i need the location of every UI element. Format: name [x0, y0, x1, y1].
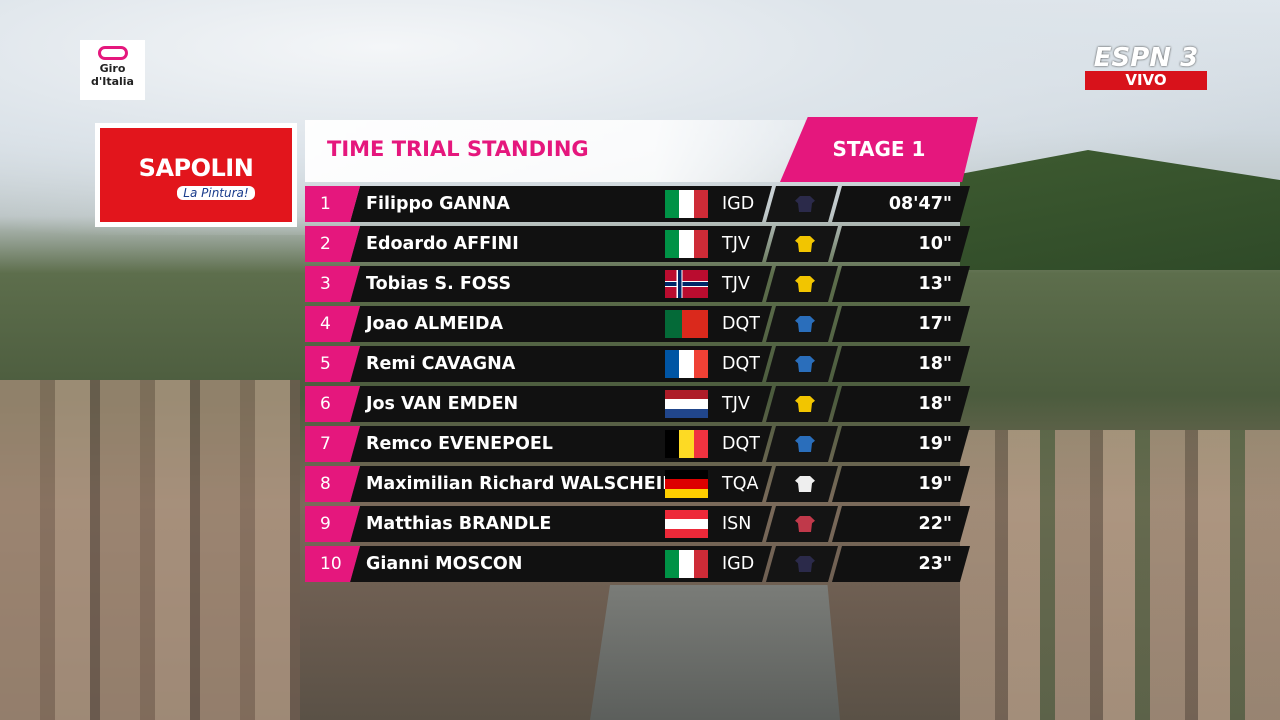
- sponsor-logo: SAPOLIN La Pintura!: [95, 123, 297, 227]
- team-code: IGD: [722, 554, 755, 574]
- flag: [665, 390, 708, 418]
- standing-row: 4 Joao ALMEIDA DQT 17": [305, 306, 970, 342]
- flag: [665, 470, 708, 498]
- flag: [665, 550, 708, 578]
- standing-row: 3 Tobias S. FOSS TJV 13": [305, 266, 970, 302]
- time-gap: 17": [918, 314, 952, 334]
- time-gap: 10": [918, 234, 952, 254]
- time-gap: 22": [918, 514, 952, 534]
- team-code: DQT: [722, 314, 760, 334]
- rank: 7: [305, 426, 360, 462]
- rider-name: Matthias BRANDLE: [366, 514, 552, 534]
- rank: 3: [305, 266, 360, 302]
- time-cell: [832, 466, 970, 502]
- jersey-icon: [795, 476, 815, 492]
- jersey-icon: [795, 236, 815, 252]
- sponsor-tagline: La Pintura!: [177, 186, 255, 200]
- flag: [665, 350, 708, 378]
- rider-name: Gianni MOSCON: [366, 554, 523, 574]
- giro-logo: Giro d'Italia: [80, 40, 145, 100]
- rank: 2: [305, 226, 360, 262]
- standing-row: 9 Matthias BRANDLE ISN 22": [305, 506, 970, 542]
- channel-logo: ESPN 3 VIVO: [1085, 45, 1207, 90]
- title: TIME TRIAL STANDING: [327, 137, 589, 161]
- logo-text: Giro d'Italia: [91, 62, 134, 88]
- time-cell: [832, 186, 970, 222]
- jersey-icon: [795, 196, 815, 212]
- rank: 9: [305, 506, 360, 542]
- time-gap: 19": [918, 434, 952, 454]
- header-bar: [305, 120, 805, 182]
- time-cell: [832, 226, 970, 262]
- team-code: TQA: [722, 474, 759, 494]
- time-cell: [832, 266, 970, 302]
- standing-row: 10 Gianni MOSCON IGD 23": [305, 546, 970, 582]
- live-badge: VIVO: [1085, 71, 1207, 90]
- team-code: DQT: [722, 434, 760, 454]
- time-gap: 23": [918, 554, 952, 574]
- team-code: DQT: [722, 354, 760, 374]
- city: [0, 380, 300, 720]
- logo-icon: [97, 46, 128, 60]
- rider-name: Edoardo AFFINI: [366, 234, 519, 254]
- rider-name: Maximilian Richard WALSCHEID: [366, 474, 677, 494]
- rank: 4: [305, 306, 360, 342]
- jersey-icon: [795, 436, 815, 452]
- rider-name: Joao ALMEIDA: [366, 314, 504, 334]
- standing-row: 2 Edoardo AFFINI TJV 10": [305, 226, 970, 262]
- time-gap: 08'47": [888, 194, 952, 214]
- rider-name: Filippo GANNA: [366, 194, 510, 214]
- team-code: ISN: [722, 514, 752, 534]
- jersey-icon: [795, 516, 815, 532]
- flag: [665, 510, 708, 538]
- flag: [665, 270, 708, 298]
- rank: 1: [305, 186, 360, 222]
- rider-name: Tobias S. FOSS: [366, 274, 512, 294]
- time-gap: 13": [918, 274, 952, 294]
- rank: 5: [305, 346, 360, 382]
- flag: [665, 230, 708, 258]
- rider-name: Jos VAN EMDEN: [366, 394, 519, 414]
- team-code: TJV: [722, 274, 750, 294]
- standing-row: 7 Remco EVENEPOEL DQT 19": [305, 426, 970, 462]
- jersey-icon: [795, 396, 815, 412]
- time-cell: [832, 306, 970, 342]
- sponsor-name: SAPOLIN: [138, 154, 254, 182]
- time-cell: [832, 546, 970, 582]
- team-code: IGD: [722, 194, 755, 214]
- standing-row: 8 Maximilian Richard WALSCHEID TQA 19": [305, 466, 970, 502]
- jersey-icon: [795, 556, 815, 572]
- rank: 10: [305, 546, 360, 582]
- team-code: TJV: [722, 234, 750, 254]
- time-gap: 18": [918, 394, 952, 414]
- flag: [665, 310, 708, 338]
- standing-row: 5 Remi CAVAGNA DQT 18": [305, 346, 970, 382]
- flag: [665, 190, 708, 218]
- standing-row: 6 Jos VAN EMDEN TJV 18": [305, 386, 970, 422]
- team-code: TJV: [722, 394, 750, 414]
- rank: 8: [305, 466, 360, 502]
- time-cell: [832, 346, 970, 382]
- jersey-icon: [795, 276, 815, 292]
- rider-name: Remi CAVAGNA: [366, 354, 516, 374]
- rider-name: Remco EVENEPOEL: [366, 434, 553, 454]
- jersey-icon: [795, 316, 815, 332]
- channel-name: ESPN 3: [1093, 43, 1199, 73]
- sponsor-panel: SAPOLIN La Pintura!: [100, 128, 292, 222]
- time-cell: [832, 386, 970, 422]
- river: [590, 585, 840, 720]
- time-gap: 18": [918, 354, 952, 374]
- time-cell: [832, 426, 970, 462]
- time-cell: [832, 506, 970, 542]
- rank: 6: [305, 386, 360, 422]
- city: [960, 430, 1280, 720]
- standing-row: 1 Filippo GANNA IGD 08'47": [305, 186, 970, 222]
- stage-badge: STAGE 1: [780, 117, 978, 182]
- flag: [665, 430, 708, 458]
- jersey-icon: [795, 356, 815, 372]
- time-gap: 19": [918, 474, 952, 494]
